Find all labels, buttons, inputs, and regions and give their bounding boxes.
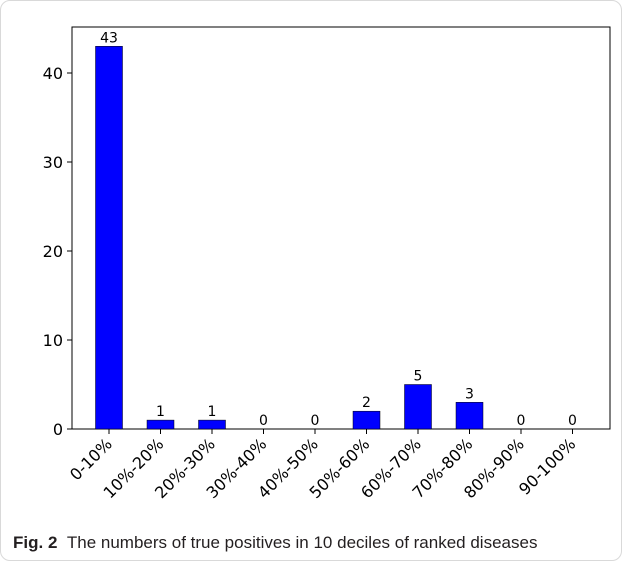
bar-value-label: 1 [208, 404, 217, 420]
figure-caption-text: The numbers of true positives in 10 deci… [66, 533, 538, 552]
bar-0-10% [95, 46, 123, 430]
figure-caption: Fig. 2 The numbers of true positives in … [13, 533, 618, 553]
y-tick-label: 40 [43, 64, 63, 83]
bar-60%-70% [404, 384, 432, 430]
bar-value-label: 2 [362, 395, 371, 411]
y-tick-label: 30 [43, 153, 63, 172]
bar-70%-80% [455, 402, 484, 430]
y-tick-label: 0 [53, 420, 63, 439]
bars [95, 46, 484, 430]
x-tick-label: 90-100% [515, 434, 579, 498]
bar-value-label: 1 [156, 404, 165, 420]
y-axis: 0 10 20 30 40 [43, 64, 72, 439]
bar-value-label: 43 [100, 30, 118, 46]
bar-value-labels: 43 1 1 0 0 2 5 3 0 0 [100, 30, 577, 429]
plot-area [71, 26, 611, 430]
bar-value-label: 3 [465, 386, 474, 402]
bar-value-label: 0 [259, 413, 268, 429]
bar-value-label: 0 [517, 413, 526, 429]
bar-value-label: 5 [414, 369, 423, 385]
bar-50%-60% [352, 410, 381, 430]
bar-10%-20% [146, 419, 175, 430]
y-tick-label: 10 [43, 331, 63, 350]
bar-value-label: 0 [311, 413, 320, 429]
y-tick-label: 20 [43, 242, 63, 261]
bar-20%-30% [198, 419, 226, 430]
x-axis: 0-10%10%-20%20%-30%30%-40%40%-50%50%-60%… [66, 429, 579, 502]
bar-value-label: 0 [568, 413, 577, 429]
figure-label: Fig. 2 [13, 533, 58, 552]
x-tick-label: 0-10% [66, 434, 116, 484]
